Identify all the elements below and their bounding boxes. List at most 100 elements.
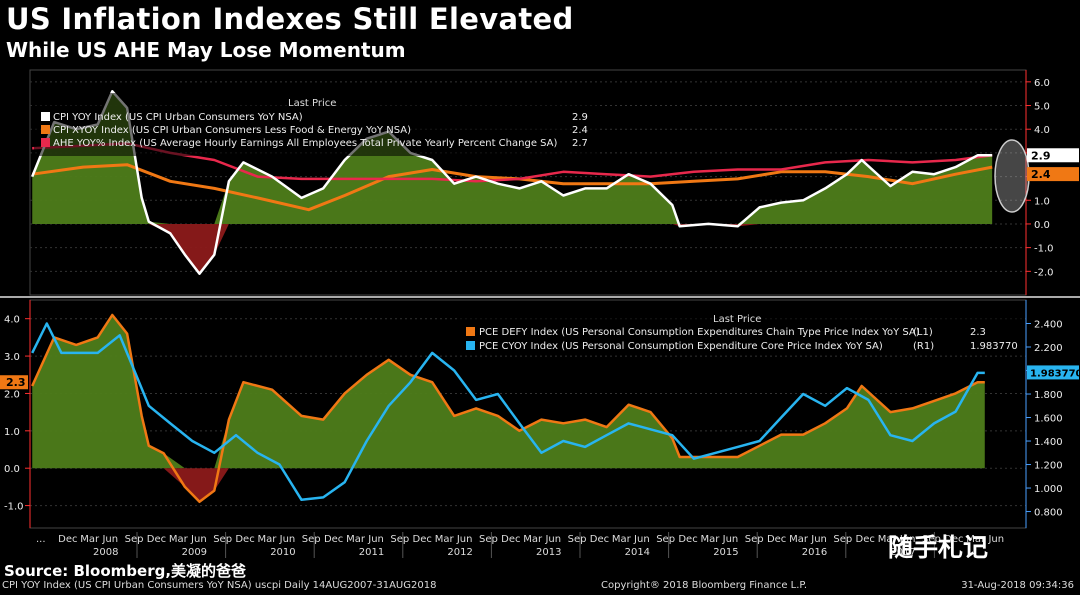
x-year-label: 2010 <box>270 547 295 558</box>
legend-last-value: 2.7 <box>572 138 588 149</box>
last-value-tag-left-label: 2.3 <box>6 376 26 389</box>
legend-axis-label: (L1) <box>913 327 933 338</box>
x-month-label: Sep <box>745 534 764 545</box>
y-tick-label-right: 1.400 <box>1034 437 1063 448</box>
legend-last-value: 1.983770 <box>970 341 1018 352</box>
legend-last-value: 2.9 <box>572 112 588 123</box>
x-month-label: Mar <box>169 534 189 545</box>
legend-entry: CPI XYOY Index (US CPI Urban Consumers L… <box>53 125 411 136</box>
y-tick-label-left: 0.0 <box>4 464 20 475</box>
cpi-line <box>31 90 993 275</box>
x-year-label: 2017 <box>890 547 915 558</box>
y-tick-label-right: 0.800 <box>1034 508 1063 519</box>
x-month-label: Dec <box>678 534 697 545</box>
x-month-label: Sep <box>390 534 409 545</box>
x-month-label: Mar <box>789 534 809 545</box>
y-tick-label: -2.0 <box>1034 267 1054 278</box>
highlight-ellipse <box>994 139 1030 213</box>
x-month-label: Mar <box>523 534 543 545</box>
x-month-label: Mar <box>701 534 721 545</box>
last-value-tag <box>1027 167 1079 182</box>
x-month-label: Mar <box>966 534 986 545</box>
x-month-label: ... <box>36 534 46 545</box>
x-month-label: Jun <box>190 534 207 545</box>
x-month-label: Dec <box>413 534 432 545</box>
legend-entry: CPI YOY Index (US CPI Urban Consumers Yo… <box>53 112 303 123</box>
y-tick-label-right: 2.400 <box>1034 320 1063 331</box>
legend-box-top <box>34 93 599 156</box>
y-tick-label-right: 1.200 <box>1034 461 1063 472</box>
footer-copyright: Copyright® 2018 Bloomberg Finance L.P. <box>601 580 808 591</box>
x-month-label: Sep <box>125 534 144 545</box>
cpi-area-positive <box>32 91 993 224</box>
last-value-tag-label: 2.4 <box>1031 168 1051 181</box>
x-month-label: Dec <box>324 534 343 545</box>
last-value-tag-left <box>0 375 28 390</box>
y-tick-label: 0.0 <box>1034 220 1050 231</box>
pce-line <box>31 313 985 504</box>
legend-last-value: 2.4 <box>572 125 588 136</box>
y-tick-label-right: 2.200 <box>1034 343 1063 354</box>
y-tick-label: 1.0 <box>1034 196 1050 207</box>
x-month-label: Sep <box>656 534 675 545</box>
watermark: 随手札记 <box>888 533 989 562</box>
x-month-label: Jun <box>899 534 916 545</box>
x-month-label: Mar <box>258 534 278 545</box>
x-year-label: 2014 <box>625 547 650 558</box>
footer-timestamp: 31-Aug-2018 09:34:36 <box>961 580 1074 591</box>
x-month-label: Sep <box>302 534 321 545</box>
x-month-label: Jun <box>101 534 118 545</box>
chart-title: US Inflation Indexes Still Elevated <box>6 2 574 36</box>
y-tick-label: -1.0 <box>1034 244 1054 255</box>
x-year-label: 2016 <box>802 547 827 558</box>
x-month-label: Mar <box>435 534 455 545</box>
legend-swatch <box>41 125 50 134</box>
legend-last-value: 2.3 <box>970 327 986 338</box>
legend-entry: AHE YOY% Index (US Average Hourly Earnin… <box>53 138 558 149</box>
y-tick-label-left: 1.0 <box>4 427 20 438</box>
x-month-label: Dec <box>58 534 77 545</box>
x-year-label: 2008 <box>93 547 118 558</box>
legend-header-top: Last Price <box>288 98 336 109</box>
y-tick-label: 6.0 <box>1034 78 1050 89</box>
pce-area-positive <box>32 314 985 469</box>
chart-subtitle: While US AHE May Lose Momentum <box>6 38 406 62</box>
y-tick-label-left: 4.0 <box>4 315 20 326</box>
x-month-label: Jun <box>456 534 473 545</box>
y-tick-label-right: 1.800 <box>1034 390 1063 401</box>
x-month-label: Dec <box>235 534 254 545</box>
x-month-label: Mar <box>80 534 100 545</box>
y-tick-label-right: 1.000 <box>1034 484 1063 495</box>
x-year-label: 2011 <box>359 547 384 558</box>
y-tick-label: 5.0 <box>1034 102 1050 113</box>
source-note: Source: Bloomberg,美凝的爸爸 <box>4 562 247 580</box>
x-month-label: Dec <box>501 534 520 545</box>
x-month-label: Sep <box>213 534 232 545</box>
legend-swatch <box>41 138 50 147</box>
legend-swatch <box>41 112 50 121</box>
x-month-label: Jun <box>810 534 827 545</box>
x-month-label: Mar <box>878 534 898 545</box>
legend-entry: PCE CYOY Index (US Personal Consumption … <box>479 341 883 352</box>
x-month-label: Sep <box>922 534 941 545</box>
legend-swatch <box>466 341 475 350</box>
last-value-tag <box>1027 148 1079 163</box>
x-month-label: Sep <box>833 534 852 545</box>
x-month-label: Jun <box>367 534 384 545</box>
x-month-label: Jun <box>544 534 561 545</box>
x-month-label: Dec <box>856 534 875 545</box>
legend-axis-label: (R1) <box>913 341 934 352</box>
last-value-tag-label: 2.9 <box>1031 149 1051 162</box>
core-pce-line <box>31 322 985 502</box>
x-month-label: Jun <box>722 534 739 545</box>
legend-swatch <box>466 327 475 336</box>
x-year-label: 2009 <box>182 547 207 558</box>
x-month-label: Jun <box>279 534 296 545</box>
x-month-label: Jun <box>633 534 650 545</box>
last-value-tag-right <box>1027 365 1079 380</box>
x-month-label: Dec <box>944 534 963 545</box>
footer-left: CPI YOY Index (US CPI Urban Consumers Yo… <box>2 580 437 591</box>
x-month-label: Mar <box>346 534 366 545</box>
x-year-label: 2013 <box>536 547 561 558</box>
